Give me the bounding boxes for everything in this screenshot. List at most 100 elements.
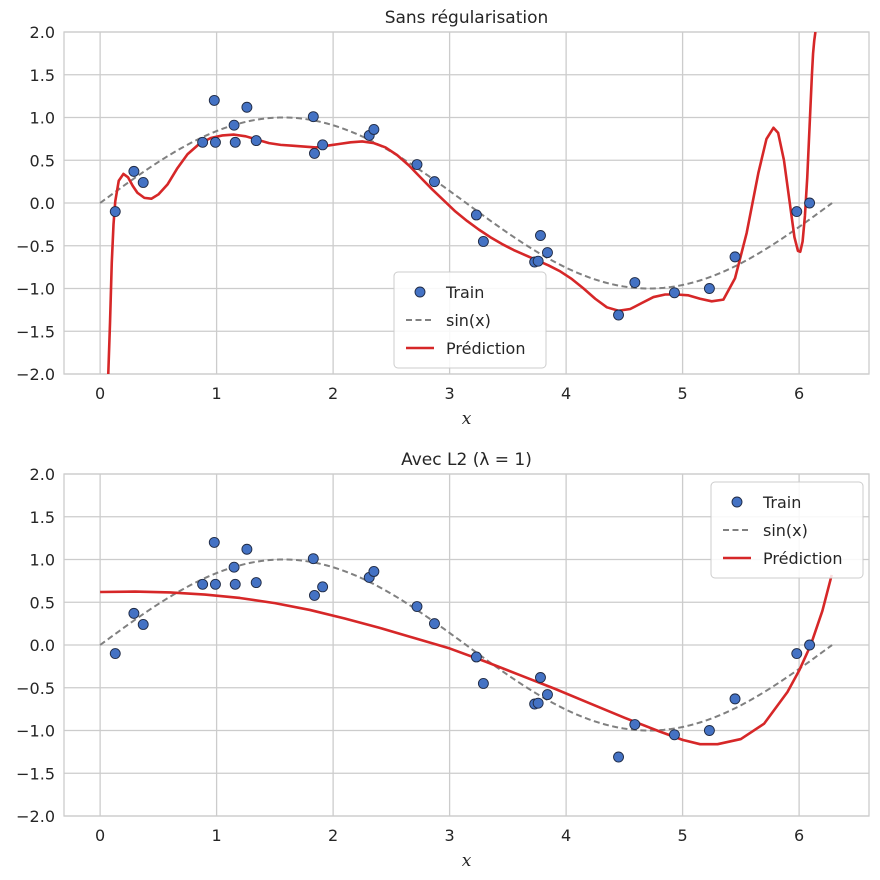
y-tick-label: 0.0 — [30, 194, 55, 213]
x-tick-label: 6 — [794, 384, 804, 403]
legend-label: sin(x) — [763, 521, 808, 540]
train-point — [629, 277, 641, 288]
train-point — [411, 601, 423, 612]
legend: Train sin(x) Prédiction — [393, 271, 547, 369]
legend-label: Prédiction — [446, 339, 525, 358]
train-point — [229, 136, 241, 148]
train-point — [729, 251, 741, 263]
train-point — [613, 309, 624, 321]
x-tick-label: 0 — [95, 384, 105, 403]
train-point — [228, 561, 240, 573]
x-tick-label: 3 — [445, 826, 455, 845]
train-point — [250, 135, 262, 147]
panel-avec-l2: 0 1 2 3 4 5 6 −2.0 −1.5 −1.0 −0.5 0.0 0.5 1.0 1.5 2.0 Av… — [16, 450, 870, 871]
y-tick-label: 0.5 — [30, 151, 55, 170]
y-tick-label: 0.0 — [30, 636, 55, 655]
train-point — [542, 247, 553, 259]
train-point — [368, 566, 380, 577]
train-point — [307, 111, 319, 123]
y-tick-label: −0.5 — [16, 237, 55, 256]
y-tick-label: 2.0 — [30, 23, 55, 42]
legend-marker-train — [414, 286, 426, 298]
y-tick-label: 1.0 — [30, 109, 55, 128]
train-point — [208, 536, 220, 548]
y-tick-label: −1.5 — [16, 764, 55, 783]
train-point — [668, 287, 680, 299]
x-tick-label: 1 — [212, 384, 222, 403]
train-point — [368, 124, 380, 135]
train-point — [209, 578, 221, 590]
train-point — [535, 672, 546, 683]
x-tick-label: 4 — [561, 384, 571, 403]
chart-title: Sans régularisation — [385, 8, 549, 28]
train-point — [307, 553, 319, 565]
train-point — [804, 639, 816, 651]
train-point — [470, 209, 482, 221]
train-point — [317, 139, 329, 151]
train-point — [309, 147, 320, 159]
y-tick-label: 1.5 — [30, 508, 55, 527]
chart-title: Avec L2 (λ = 1) — [401, 450, 532, 470]
y-tick-label: −1.5 — [16, 322, 55, 341]
legend: Train sin(x) Prédiction — [710, 481, 864, 579]
train-point — [208, 94, 220, 106]
y-tick-label: 2.0 — [30, 465, 55, 484]
train-point — [429, 176, 440, 188]
train-point — [703, 725, 715, 736]
train-point — [532, 255, 544, 267]
x-tick-label: 1 — [212, 826, 222, 845]
train-point — [535, 230, 546, 241]
y-tick-label: −2.0 — [16, 807, 55, 826]
train-point — [137, 619, 149, 630]
train-point — [629, 719, 641, 730]
y-tick-label: 0.5 — [30, 593, 55, 612]
x-tick-label: 2 — [328, 826, 338, 845]
train-point — [137, 177, 149, 188]
train-point — [317, 581, 329, 593]
train-point — [791, 206, 803, 218]
plot-frame — [63, 31, 870, 375]
train-point — [703, 283, 715, 294]
train-point — [729, 693, 741, 705]
legend-label: Prédiction — [763, 549, 842, 568]
train-point — [250, 577, 262, 589]
train-point — [241, 543, 253, 555]
train-point — [804, 197, 816, 209]
x-tick-label: 2 — [328, 384, 338, 403]
train-point — [477, 236, 489, 247]
sin-reference-line — [99, 558, 833, 732]
y-tick-label: −1.0 — [16, 280, 55, 299]
train-point — [532, 697, 544, 709]
y-tick-label: 1.5 — [30, 66, 55, 85]
train-point — [197, 578, 209, 590]
legend-marker-train — [731, 496, 743, 508]
train-point — [791, 648, 803, 659]
plot-frame — [63, 473, 870, 817]
train-point — [470, 651, 482, 663]
prediction-line — [106, 32, 817, 374]
legend-label: Train — [445, 283, 484, 302]
x-tick-label: 3 — [445, 384, 455, 403]
train-point — [229, 578, 241, 590]
train-point — [309, 589, 320, 601]
plot-series — [99, 558, 833, 746]
sin-reference-line — [99, 116, 833, 290]
legend-box — [393, 271, 547, 369]
train-point — [109, 206, 121, 218]
y-tick-label: −1.0 — [16, 722, 55, 741]
legend-label: Train — [762, 493, 801, 512]
train-point — [128, 607, 140, 619]
x-tick-label: 0 — [95, 826, 105, 845]
legend-box — [710, 481, 864, 579]
x-axis-label: x — [462, 851, 472, 871]
legend-label: sin(x) — [446, 311, 491, 330]
train-point — [197, 136, 209, 148]
x-tick-label: 5 — [678, 826, 688, 845]
prediction-line — [100, 574, 833, 746]
train-point — [109, 648, 121, 659]
y-tick-label: 1.0 — [30, 551, 55, 570]
plot-series — [99, 32, 833, 374]
train-point — [411, 159, 423, 170]
x-tick-label: 5 — [678, 384, 688, 403]
train-point — [209, 136, 221, 148]
